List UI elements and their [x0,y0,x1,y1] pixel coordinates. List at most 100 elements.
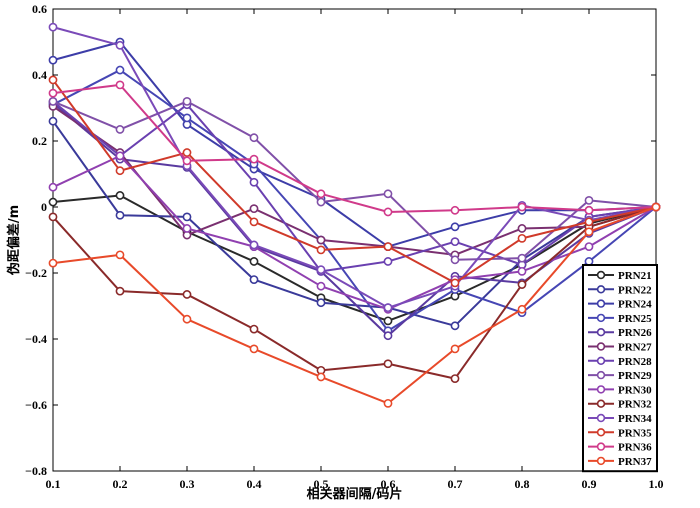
legend-item: PRN21 [588,270,652,282]
data-point [316,189,326,199]
data-point [249,257,259,266]
x-tick-label: 0.6 [381,477,396,491]
series-prn37 [48,202,661,408]
legend-item: PRN36 [588,442,652,454]
legend-swatch-marker [596,313,606,323]
data-point [182,156,192,166]
series-line [52,69,657,332]
data-point [48,212,58,222]
data-point [450,237,460,247]
legend-label: PRN28 [618,356,652,368]
legend-label: PRN37 [618,456,652,468]
data-point [249,217,259,227]
series-line [52,206,657,405]
legend-label: PRN32 [618,399,652,411]
data-point [182,212,192,222]
data-point [584,217,594,227]
legend-swatch-marker [596,328,606,337]
series-line [52,154,657,311]
data-point [249,177,259,187]
data-point [115,286,125,296]
legend-box [582,264,658,473]
data-point [182,97,192,106]
data-point [316,298,326,308]
legend-swatch-marker [596,413,606,423]
y-tick-label: 0 [41,200,47,214]
data-point [584,257,594,266]
legend-item: PRN25 [588,313,652,325]
data-point [316,245,326,255]
legend-swatch-marker [596,270,606,280]
legend-swatch-marker [596,399,606,408]
data-point [249,204,259,214]
legend-item: PRN24 [588,299,652,311]
legend-item: PRN28 [588,356,652,368]
data-point [316,235,326,245]
legend-swatch-marker [596,342,606,351]
data-point [182,148,192,157]
data-point [450,374,460,383]
legend-swatch-marker [596,285,606,294]
data-point [651,202,661,212]
legend-label: PRN22 [618,284,652,296]
legend-item: PRN32 [588,399,652,411]
series-line [52,26,657,309]
plot-border [52,8,657,472]
data-point [115,151,125,161]
data-point [383,189,393,199]
series-prn29 [48,97,661,265]
legend-swatch-marker [596,428,606,437]
legend-swatch-marker [596,356,606,365]
legend-item: PRN26 [588,327,652,339]
legend-label: PRN30 [618,384,652,396]
series-line [52,79,657,284]
series-prn36 [48,80,661,217]
data-point [383,242,393,251]
data-point [517,304,527,314]
series-line [52,100,657,273]
y-axis-title: 伪距偏差/m [6,205,22,276]
x-tick-label: 0.7 [448,477,463,491]
data-point [48,88,58,98]
data-point [48,182,58,192]
data-point [450,222,460,232]
data-point [316,265,326,275]
data-point [584,242,594,251]
x-tick-label: 0.1 [46,477,61,491]
y-tick-label: 0.6 [32,2,47,16]
data-point [115,65,125,75]
x-axis-title: 相关器间隔/码片 [307,486,403,502]
data-point [316,197,326,207]
y-tick-label: 0.4 [32,68,47,82]
data-point [115,250,125,260]
series-prn27 [48,101,661,260]
legend-label: PRN35 [618,427,652,439]
data-point [383,331,393,341]
data-point [383,257,393,266]
data-point [383,316,393,326]
legend-swatch-marker [596,370,606,380]
data-point [249,275,259,284]
series-line [52,41,657,248]
legend-label: PRN34 [618,413,652,425]
data-point [517,224,527,233]
data-point [249,154,259,164]
data-point [450,278,460,288]
legend-swatch-marker [596,442,606,451]
x-tick-label: 0.9 [582,477,597,491]
data-point [115,210,125,220]
legend-item: PRN30 [588,384,652,396]
data-point [316,372,326,382]
data-point [48,197,58,207]
data-point [249,240,259,250]
data-point [517,233,527,243]
legend: PRN21 PRN22 PRN24 PRN25 PRN26 PRN27 PRN28 PRN29… [582,264,658,473]
series-prn35 [48,75,661,288]
legend-item: PRN34 [588,413,652,425]
data-point [182,224,192,233]
series-line [52,206,657,380]
series-line [52,83,657,213]
y-tick-label: −0.6 [25,398,47,412]
x-tick-label: 1.0 [649,477,664,491]
